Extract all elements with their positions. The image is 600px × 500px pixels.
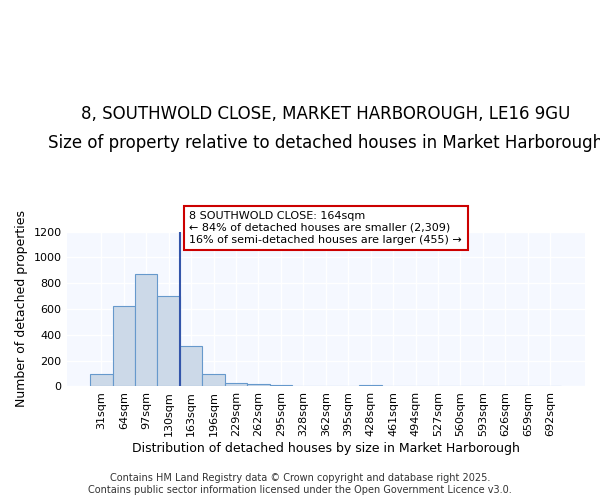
- Bar: [157, 296, 180, 386]
- Bar: [269, 385, 292, 386]
- Title: 8, SOUTHWOLD CLOSE, MARKET HARBOROUGH, LE16 9GU
Size of property relative to det: 8, SOUTHWOLD CLOSE, MARKET HARBOROUGH, L…: [48, 105, 600, 152]
- Text: Contains HM Land Registry data © Crown copyright and database right 2025.
Contai: Contains HM Land Registry data © Crown c…: [88, 474, 512, 495]
- Bar: [359, 385, 382, 386]
- Y-axis label: Number of detached properties: Number of detached properties: [15, 210, 28, 408]
- X-axis label: Distribution of detached houses by size in Market Harborough: Distribution of detached houses by size …: [132, 442, 520, 455]
- Bar: [225, 382, 247, 386]
- Bar: [135, 274, 157, 386]
- Bar: [90, 374, 113, 386]
- Bar: [202, 374, 225, 386]
- Text: 8 SOUTHWOLD CLOSE: 164sqm
← 84% of detached houses are smaller (2,309)
16% of se: 8 SOUTHWOLD CLOSE: 164sqm ← 84% of detac…: [190, 212, 462, 244]
- Bar: [113, 306, 135, 386]
- Bar: [247, 384, 269, 386]
- Bar: [180, 346, 202, 387]
